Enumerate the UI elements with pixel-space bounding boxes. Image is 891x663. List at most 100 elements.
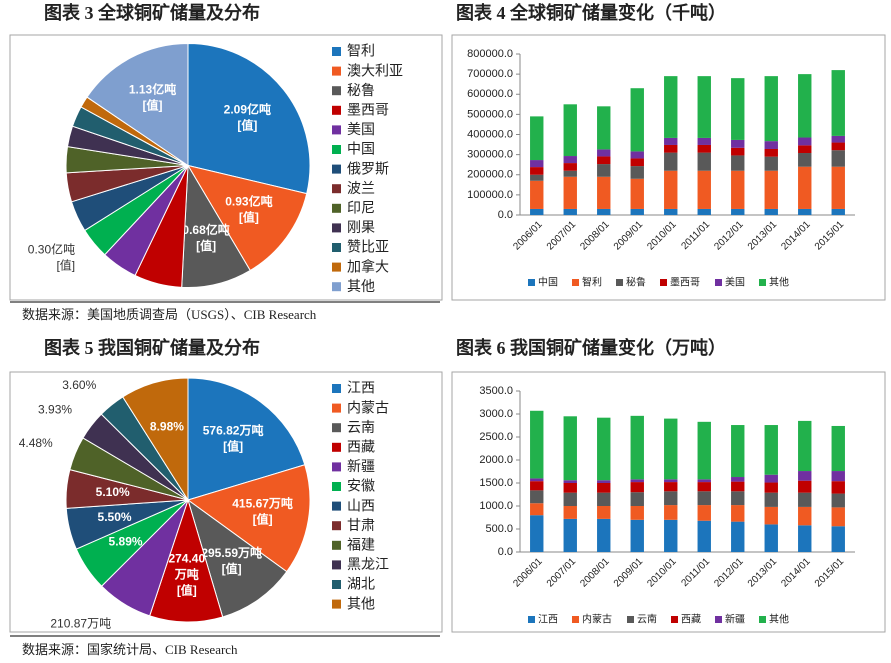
legend-swatch [332,580,341,589]
bar-segment [597,176,611,209]
legend-label: 智利 [347,43,375,59]
legend-label: 美国 [725,276,745,289]
bar-segment [563,156,577,164]
data-label-line: [值] [177,583,197,598]
bar-segment [530,490,544,504]
bar-segment [831,481,845,494]
data-label-line: 295.59万吨 [201,545,262,560]
x-tick-label: 2011/01 [679,219,712,252]
data-label-line: 0.93亿吨 [225,194,272,209]
legend-swatch [572,279,579,286]
legend-label: 中国 [538,276,558,289]
legend-swatch [528,279,535,286]
chart-title: 图表 4 全球铜矿储量变化（千吨） [456,2,726,23]
data-label: 5.50% [98,510,132,524]
legend-label: 俄罗斯 [347,160,389,176]
legend-label: 云南 [637,613,657,626]
legend-label: 甘肃 [347,517,375,533]
data-label: 415.67万吨[值] [232,496,293,527]
bar-segment [831,142,845,151]
bar-segment [597,492,611,506]
bar-segment [530,160,544,168]
bar-segment [764,148,778,157]
y-tick-label: 1000.0 [479,500,513,512]
bar-segment [731,139,745,148]
bar-segment [731,481,745,492]
bar-segment [798,137,812,146]
source: 数据来源：国家统计局、CIB Research [22,642,238,657]
legend-label: 秘鲁 [347,82,375,98]
x-tick-label: 2010/01 [645,219,679,253]
bar-segment [731,425,745,478]
x-tick-label: 2014/01 [779,556,813,590]
legend-swatch [332,184,341,194]
legend-swatch [332,145,341,154]
data-label: 210.87万吨 [50,617,111,631]
legend-swatch [332,105,341,115]
data-label: 8.98% [150,420,184,434]
legend-swatch [332,125,341,135]
bar-segment [798,420,812,472]
bar-segment [630,158,644,167]
legend-swatch [572,616,579,623]
bar-segment [530,481,544,491]
data-label-line: 3.93% [38,403,72,417]
bar-segment [831,526,845,552]
legend-label: 加拿大 [347,258,389,274]
legend-swatch [332,482,341,491]
bar-segment [731,505,745,522]
bar-segment [563,170,577,177]
chart-title: 图表 3 全球铜矿储量及分布 [44,2,260,23]
bar-segment [530,167,544,175]
legend-swatch [332,243,341,252]
legend-swatch [332,66,341,76]
data-label: 295.59万吨[值] [201,545,262,576]
bar-segment [563,480,577,483]
legend-swatch [332,203,341,213]
data-label-line: 5.89% [109,535,143,549]
y-tick-label: 500000.0 [467,108,513,120]
bar-segment [630,151,644,159]
legend-label: 美国 [347,121,375,137]
bar-segment [597,518,611,552]
data-label: 0.30亿吨[值] [28,242,75,273]
bar-segment [530,174,544,181]
bar-segment [664,144,678,153]
bar-segment [731,147,745,156]
y-tick-label: 3500.0 [479,385,513,397]
bar-segment [563,104,577,157]
y-tick-label: 600000.0 [467,88,513,100]
data-label: 0.93亿吨[值] [225,194,272,225]
bar-segment [597,156,611,165]
bar-segment [664,505,678,520]
data-label-line: 1.13亿吨 [129,82,176,97]
y-tick-label: 200000.0 [467,169,513,181]
bar-segment [664,208,678,215]
data-label-line: [值] [56,258,75,273]
bar-segment [831,166,845,209]
legend-label: 内蒙古 [347,399,389,415]
legend-label: 西藏 [681,614,701,626]
y-tick-label: 2500.0 [479,431,513,443]
legend-swatch [332,501,341,511]
legend-swatch [332,423,341,433]
data-label: 5.10% [96,485,130,499]
legend-label: 安徽 [347,478,375,494]
legend-label: 刚果 [347,219,375,235]
bar-segment [764,170,778,209]
bar-segment [630,479,644,483]
x-tick-label: 2015/01 [813,556,847,590]
bar-segment [664,137,678,145]
bar-segment [831,208,845,215]
pie-slice [149,498,224,623]
data-label: 576.82万吨[值] [203,422,264,453]
legend-label: 云南 [347,419,375,435]
x-tick-label: 2013/01 [746,219,780,253]
legend-swatch [332,560,341,570]
bar-segment [831,507,845,527]
x-tick-label: 2006/01 [511,219,545,253]
bar-segment [697,137,711,145]
pie-slice [186,464,311,573]
x-tick-label: 2009/01 [612,219,646,253]
legend-swatch [671,616,678,623]
